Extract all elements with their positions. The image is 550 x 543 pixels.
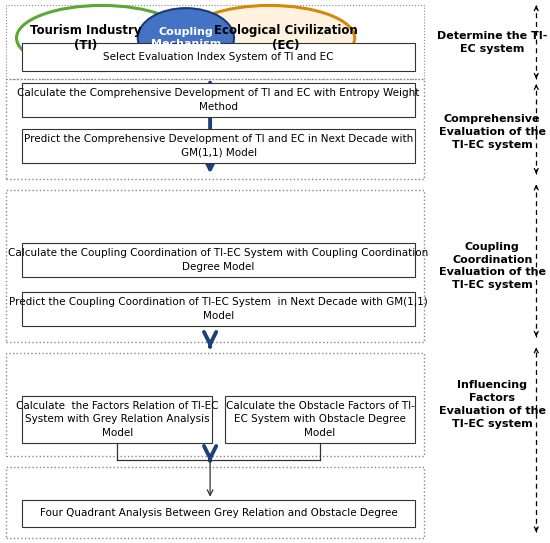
Text: Four Quadrant Analysis Between Grey Relation and Obstacle Degree: Four Quadrant Analysis Between Grey Rela… [40, 508, 398, 518]
Bar [22, 129, 415, 163]
Text: Ecological Civilization
(EC): Ecological Civilization (EC) [214, 24, 358, 52]
Bar [22, 83, 415, 117]
Bar [22, 292, 415, 326]
Text: Calculate the Obstacle Factors of TI-
EC System with Obstacle Degree
Model: Calculate the Obstacle Factors of TI- EC… [226, 401, 415, 438]
Text: Predict the Comprehensive Development of TI and EC in Next Decade with
GM(1,1) M: Predict the Comprehensive Development of… [24, 135, 413, 157]
Bar [6, 190, 424, 342]
Ellipse shape [16, 5, 187, 71]
Bar [6, 467, 424, 538]
Bar [22, 243, 415, 277]
Bar [6, 79, 424, 179]
Text: Calculate  the Factors Relation of TI-EC
System with Grey Relation Analysis
Mode: Calculate the Factors Relation of TI-EC … [16, 401, 218, 438]
Text: Calculate the Comprehensive Development of TI and EC with Entropy Weight
Method: Calculate the Comprehensive Development … [18, 89, 420, 111]
Text: Calculate the Coupling Coordination of TI-EC System with Coupling Coordination
D: Calculate the Coupling Coordination of T… [8, 249, 429, 272]
Text: Coupling
Coordination
Evaluation of the
TI-EC system: Coupling Coordination Evaluation of the … [439, 242, 546, 291]
Bar [6, 5, 424, 79]
Bar [225, 396, 415, 443]
Bar [22, 500, 415, 527]
Text: Predict the Coupling Coordination of TI-EC System  in Next Decade with GM(1,1)
M: Predict the Coupling Coordination of TI-… [9, 298, 428, 320]
Text: Determine the TI-
EC system: Determine the TI- EC system [437, 31, 547, 54]
Bar [22, 396, 212, 443]
Text: Comprehensive
Evaluation of the
TI-EC system: Comprehensive Evaluation of the TI-EC sy… [439, 114, 546, 150]
Bar [6, 353, 424, 456]
Text: Coupling
Mechanism: Coupling Mechanism [151, 27, 221, 49]
Text: Select Evaluation Index System of TI and EC: Select Evaluation Index System of TI and… [103, 52, 334, 62]
Bar [22, 43, 415, 71]
Text: Tourism Industry
(TI): Tourism Industry (TI) [30, 24, 141, 52]
Text: Influencing
Factors
Evaluation of the
TI-EC system: Influencing Factors Evaluation of the TI… [439, 380, 546, 429]
Ellipse shape [138, 8, 234, 68]
Ellipse shape [184, 5, 355, 71]
